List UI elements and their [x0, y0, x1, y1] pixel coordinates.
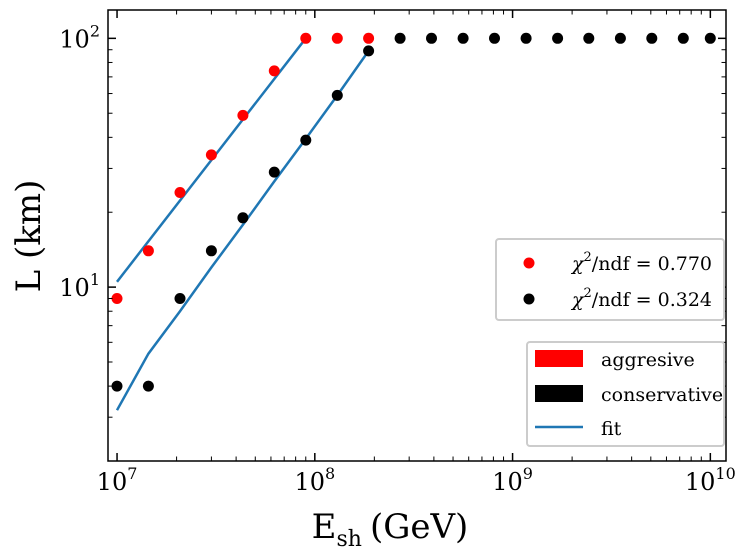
conservative_points-point-1 — [142, 380, 154, 392]
conservative_points-point-0 — [111, 380, 123, 392]
x-tick-label: 108 — [294, 464, 335, 496]
y-tick-label: 102 — [59, 21, 100, 53]
conservative_points-point-5 — [268, 166, 280, 178]
legend-conservative-patch — [535, 385, 583, 402]
y-tick-label: 101 — [59, 270, 100, 302]
x-axis-title: Esh (GeV) — [312, 507, 469, 552]
conservative_points-point-11 — [457, 32, 469, 44]
conservative_points-point-8 — [363, 45, 375, 57]
conservative_points-point-7 — [331, 89, 343, 101]
conservative_points-point-16 — [614, 32, 626, 44]
legend-aggresive-label: aggresive — [601, 349, 695, 371]
plot-area — [111, 32, 716, 411]
legend-conservative-chi2: χ2/ndf = 0.324 — [570, 286, 712, 311]
legend-fit-quality: χ2/ndf = 0.770 χ2/ndf = 0.324 — [495, 238, 725, 321]
aggressive_points-point-3 — [205, 149, 217, 161]
aggressive_points-point-2 — [174, 187, 186, 198]
aggressive_points-point-6 — [300, 32, 312, 44]
legend-categories: aggresive conservative fit — [526, 341, 725, 447]
conservative_points-point-9 — [394, 32, 406, 44]
legend-aggressive-chi2: χ2/ndf = 0.770 — [570, 250, 712, 275]
axes: 107 108 109 1010 101 102 — [59, 9, 736, 496]
conservative_points-point-12 — [489, 32, 500, 44]
aggressive_points-point-1 — [142, 245, 154, 257]
aggressive_points-point-8 — [363, 32, 375, 44]
conservative_points-point-19 — [704, 32, 716, 44]
aggressive_points-point-7 — [331, 32, 343, 44]
x-tick-label: 107 — [97, 464, 138, 496]
legend-conservative-label: conservative — [601, 384, 723, 406]
conservative_points-point-6 — [300, 134, 312, 146]
y-axis-title: L (km) — [9, 180, 49, 293]
x-tick-label: 109 — [492, 464, 533, 496]
conservative_points-point-3 — [205, 245, 217, 257]
conservative_points-point-4 — [237, 212, 249, 224]
conservative_points-point-17 — [646, 32, 658, 44]
conservative_points-point-2 — [174, 293, 186, 304]
legend-aggresive-patch — [535, 350, 583, 367]
x-tick-label: 1010 — [685, 464, 736, 496]
conservative_points-point-10 — [426, 32, 437, 44]
conservative_points-point-13 — [520, 32, 532, 44]
aggressive_points-point-4 — [237, 109, 249, 121]
legend-fit-label: fit — [601, 418, 622, 440]
conservative_points-point-14 — [552, 32, 564, 44]
conservative_fit-line — [115, 50, 370, 411]
legend-aggressive-marker — [523, 257, 535, 269]
legend-categories-frame — [526, 341, 725, 447]
legend-fit-quality-frame — [495, 238, 725, 321]
conservative_points-point-18 — [677, 32, 689, 44]
aggressive_points-point-5 — [268, 65, 280, 77]
aggressive_points-point-0 — [111, 293, 123, 304]
axes-frame — [107, 9, 727, 462]
conservative_points-point-15 — [583, 32, 595, 44]
legend-conservative-marker — [523, 293, 535, 305]
